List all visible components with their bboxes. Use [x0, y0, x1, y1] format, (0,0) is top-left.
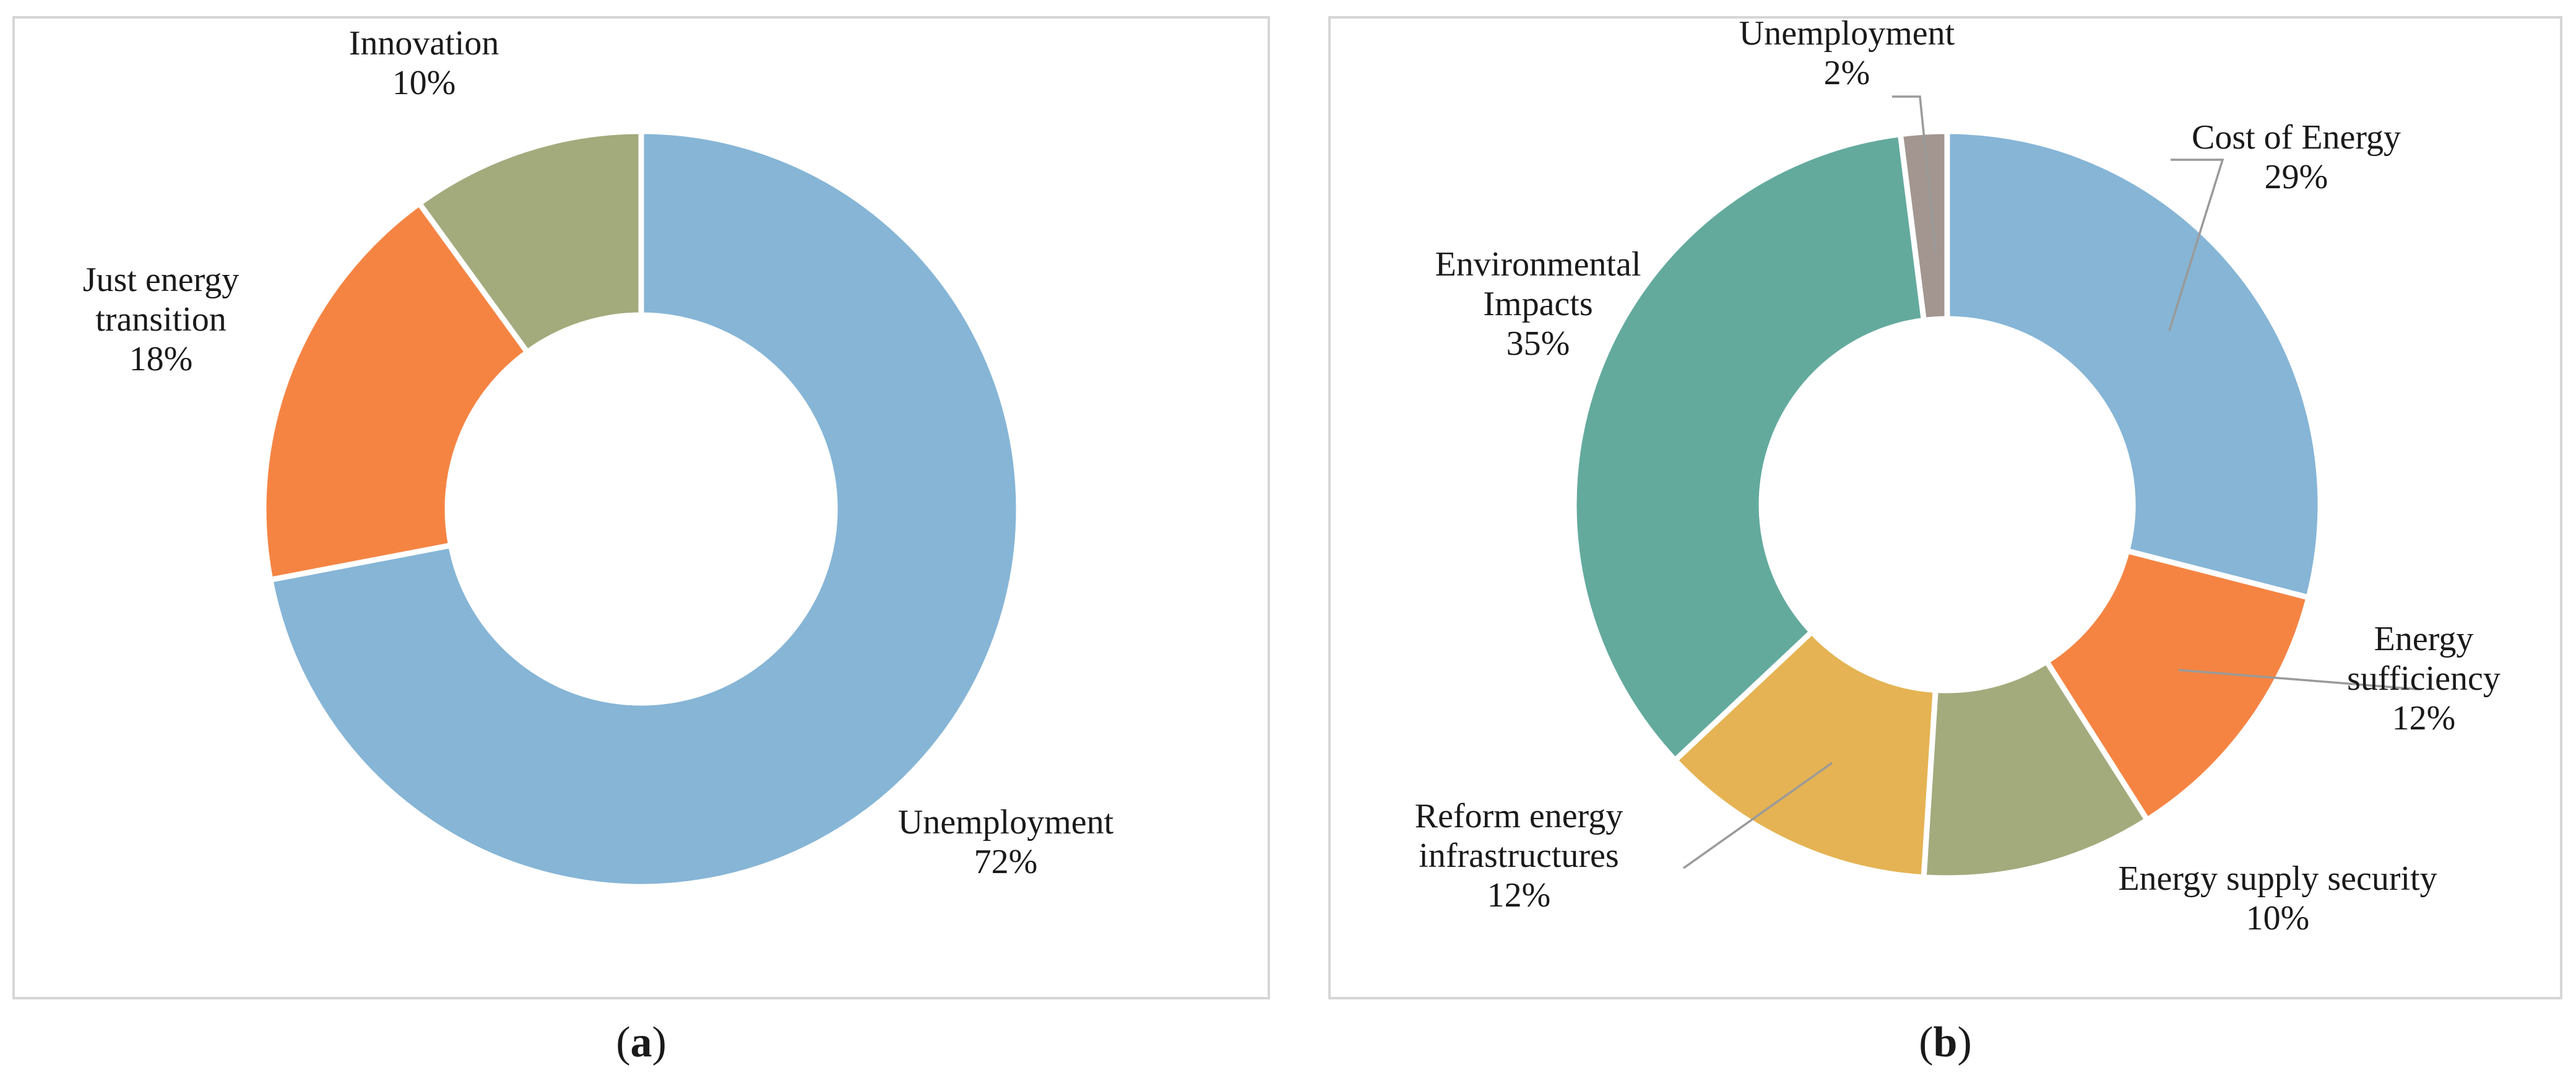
- slice-environmental-impacts: [1571, 131, 1927, 763]
- slice-reform-energy-infrastructures: [1672, 628, 1938, 881]
- data-label-innovation: Innovation 10%: [349, 24, 499, 102]
- leader-line-cost-of-energy: [2168, 159, 2224, 331]
- leader-line-energy-sufficiency: [2178, 669, 2418, 690]
- slice-innovation: [416, 128, 644, 355]
- data-label-unemployment: Unemployment 2%: [1739, 14, 1955, 92]
- slice-unemployment: [1897, 128, 1950, 323]
- caption-a: (a): [616, 1019, 667, 1066]
- slice-energy-sufficiency: [2044, 548, 2312, 823]
- data-label-unemployment: Unemployment 72%: [898, 803, 1114, 881]
- data-label-cost-of-energy: Cost of Energy 29%: [2192, 118, 2401, 196]
- slice-energy-supply-security: [1921, 658, 2150, 881]
- leader-line-unemployment: [1892, 95, 1937, 254]
- slice-just-energy-transition: [261, 201, 530, 583]
- data-label-environmental-impacts: Environmental Impacts 35%: [1435, 245, 1641, 363]
- chart-a: Unemployment 72% Just energy transition 18% I…: [83, 24, 1114, 890]
- leader-line-reform-energy-infrastructures: [1682, 762, 1833, 869]
- data-label-reform-energy-infrastructures: Reform energy infrastructures 12%: [1415, 797, 1623, 915]
- slice-cost-of-energy: [1944, 128, 2323, 601]
- data-label-energy-sufficiency: Energy sufficiency 12%: [2347, 620, 2500, 737]
- slice-unemployment: [267, 128, 1022, 890]
- data-label-just-energy-transition: Just energy transition 18%: [83, 261, 240, 378]
- data-label-energy-supply-security: Energy supply security 10%: [2118, 859, 2437, 937]
- caption-b: (b): [1919, 1019, 1972, 1066]
- chart-b: Cost of Energy 29% Energy sufficiency 12% Ene…: [1415, 14, 2500, 937]
